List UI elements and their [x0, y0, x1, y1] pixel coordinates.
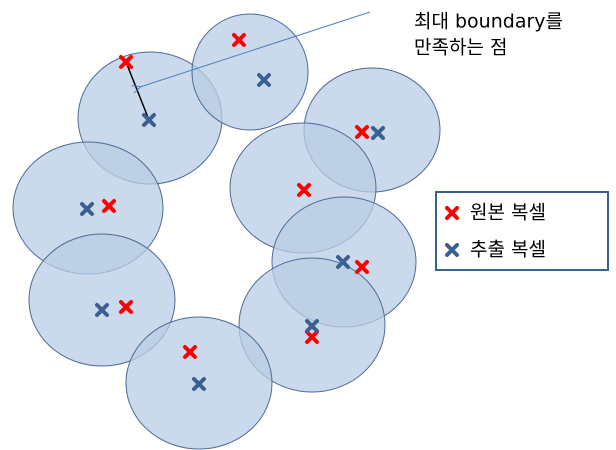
- annotation-line: 최대 boundary를: [414, 11, 563, 33]
- legend-box: [435, 191, 609, 271]
- circle: [28, 233, 176, 367]
- legend-label: 추출 복셀: [470, 239, 546, 261]
- legend-label: 원본 복셀: [470, 202, 546, 224]
- legend: 원본 복셀 추출 복셀: [435, 191, 609, 271]
- annotation-line: 만족하는 점: [414, 37, 507, 59]
- annotation-arrow: [140, 11, 371, 87]
- circles: [12, 13, 441, 450]
- circle: [191, 13, 309, 131]
